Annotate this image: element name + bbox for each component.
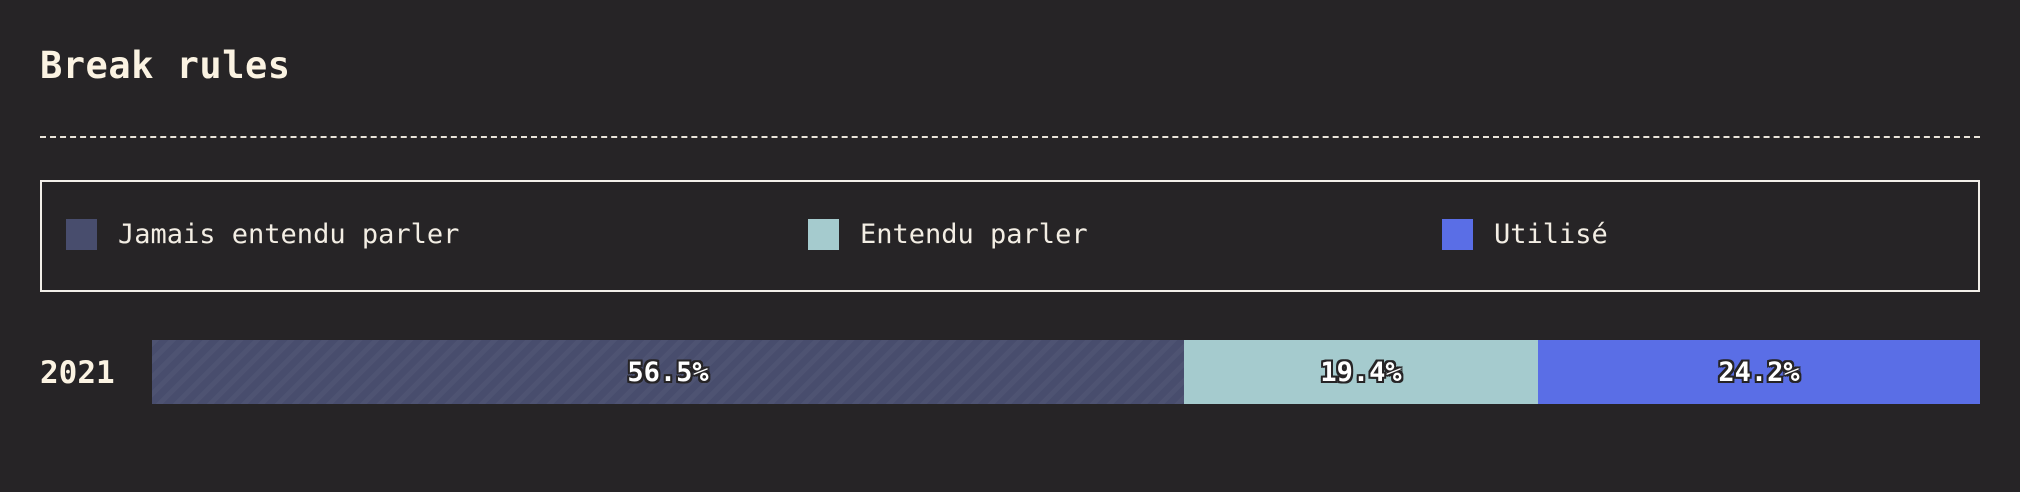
legend-label-1: Jamais entendu parler [118, 218, 460, 250]
bar-value-label-2: 19.4% [1320, 356, 1402, 388]
legend-swatch-2 [808, 218, 839, 250]
legend-item-1: Jamais entendu parler [66, 218, 459, 250]
legend-label-3: Utilisé [1494, 218, 1608, 250]
bar-segment-2: 19.4% [1184, 340, 1538, 404]
legend-swatch-3 [1442, 218, 1473, 250]
bar-value-label-3: 24.2% [1718, 356, 1800, 388]
bar-value-label-1: 56.5% [627, 356, 709, 388]
bar-segment-3: 24.2% [1538, 340, 1980, 404]
legend-label-2: Entendu parler [860, 218, 1088, 250]
legend-item-3: Utilisé [1442, 218, 1608, 250]
stacked-bar-2021: 56.5% 19.4% 24.2% [152, 340, 1980, 404]
chart-legend: Jamais entendu parler Entendu parler Utili… [40, 180, 1980, 292]
title-divider [40, 136, 1980, 138]
chart-title: Break rules [40, 44, 291, 87]
category-label: 2021 [40, 355, 115, 391]
legend-swatch-1 [66, 218, 97, 250]
legend-item-2: Entendu parler [808, 218, 1088, 250]
bar-segment-1: 56.5% [152, 340, 1184, 404]
